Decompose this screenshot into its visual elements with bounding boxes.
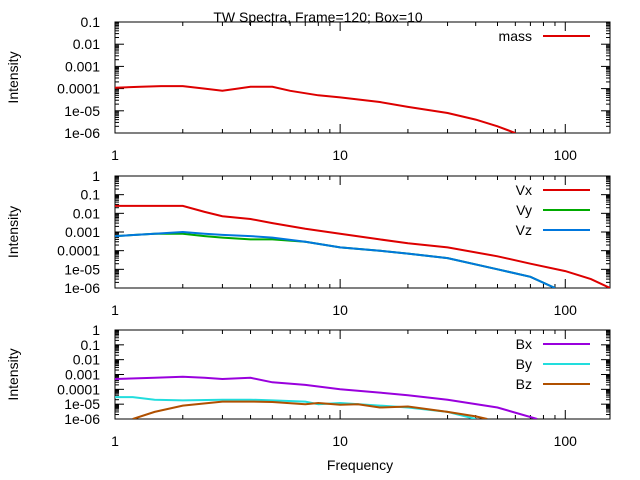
y-tick-label: 1e-06 (64, 411, 100, 427)
legend-label: Bz (516, 376, 532, 392)
y-tick-label: 1e-05 (64, 396, 100, 412)
y-tick-label: 0.01 (73, 36, 100, 52)
y-tick-label: 1e-06 (64, 280, 100, 296)
legend-label: Bx (516, 336, 532, 352)
y-tick-label: 1e-05 (64, 261, 100, 277)
y-tick-label: 0.001 (65, 367, 100, 383)
y-axis-label: Intensity (5, 348, 21, 400)
legend-label: Vy (516, 202, 532, 218)
legend-label: By (516, 356, 532, 372)
x-tick-label: 1 (111, 433, 119, 449)
plot-frame (114, 21, 611, 134)
series-line-bx (115, 375, 538, 419)
series-line-vz (115, 230, 556, 288)
y-tick-label: 0.001 (65, 224, 100, 240)
y-tick-label: 1e-06 (64, 125, 100, 141)
y-tick-label: 0.0001 (57, 381, 100, 397)
y-tick-label: 0.0001 (57, 243, 100, 259)
series-line-bz (132, 400, 488, 419)
x-tick-label: 1 (111, 147, 119, 163)
x-tick-label: 1 (111, 302, 119, 318)
y-tick-label: 1 (92, 168, 100, 184)
series-line-mass (115, 85, 516, 133)
x-tick-label: 10 (332, 433, 348, 449)
y-tick-label: 1 (92, 322, 100, 338)
panel-1: 1e-06 1e-05 0.0001 0.001 0.01 0.1 1 10 100 Intens… (5, 14, 611, 163)
y-tick-label: 0.001 (65, 58, 100, 74)
series-line-vy (115, 232, 556, 288)
y-axis-label: Intensity (5, 51, 21, 103)
y-tick-label: 0.01 (73, 205, 100, 221)
y-axis-label: Intensity (5, 206, 21, 258)
y-tick-label: 0.1 (81, 14, 101, 30)
x-tick-label: 10 (332, 302, 348, 318)
y-tick-label: 1e-05 (64, 103, 100, 119)
x-tick-label: 10 (332, 147, 348, 163)
y-tick-label: 0.1 (81, 337, 101, 353)
y-tick-label: 0.01 (73, 352, 100, 368)
panel-2: 1e-06 1e-05 0.0001 0.001 0.01 0.1 1 1 10 100 Inten… (5, 168, 611, 318)
x-tick-label: 100 (554, 147, 578, 163)
figure-title: TW Spectra, Frame=120; Box=10 (213, 9, 423, 25)
x-tick-label: 100 (554, 302, 578, 318)
x-axis-label: Frequency (327, 457, 393, 473)
legend-label: mass (499, 28, 532, 44)
legend-label: Vx (516, 182, 532, 198)
y-tick-label: 0.0001 (57, 81, 100, 97)
legend-label: Vz (516, 222, 532, 238)
y-tick-label: 0.1 (81, 187, 101, 203)
series-line-vx (115, 204, 610, 288)
x-tick-label: 100 (554, 433, 578, 449)
